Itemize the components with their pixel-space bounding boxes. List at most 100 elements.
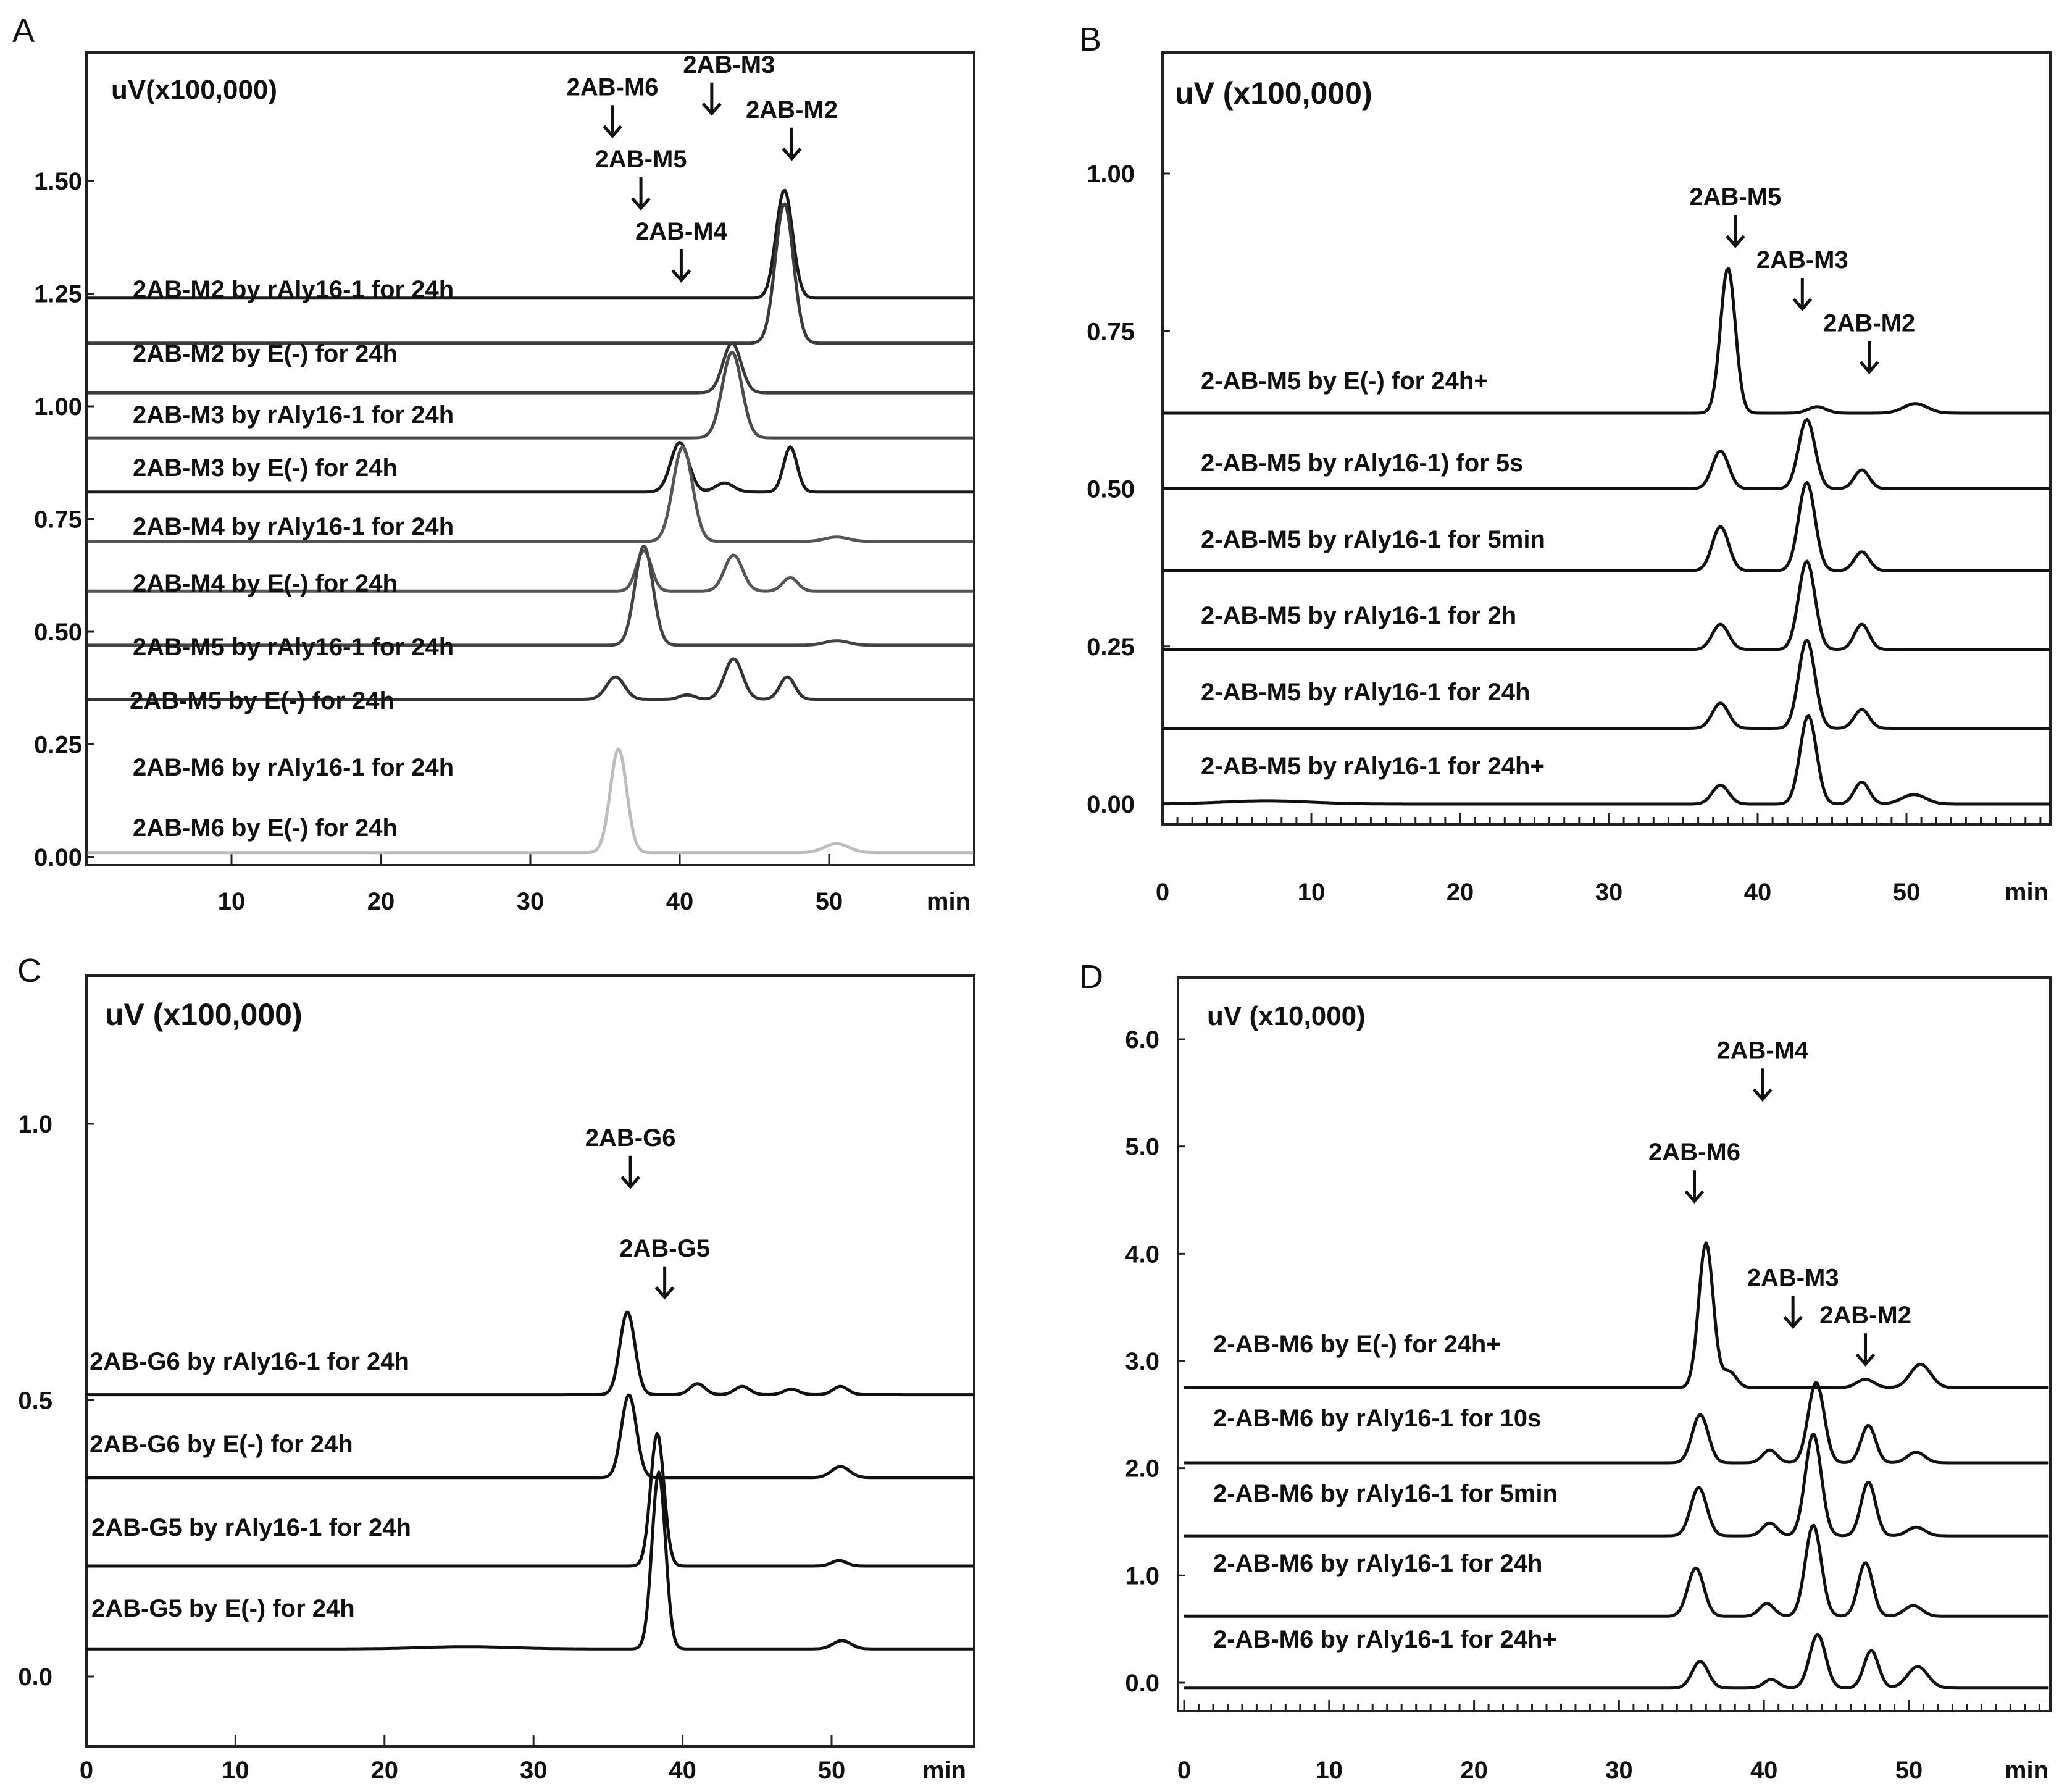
arrow-head [671,269,691,283]
x-tick-label: 40 [666,888,694,915]
trace-line [87,188,974,300]
y-tick-label: 0.0 [18,1664,52,1691]
x-tick-label: 50 [816,888,843,915]
x-axis-label: min [2005,1757,2048,1784]
arrow-head [1792,298,1813,311]
trace-label: 2AB-M4 by rAly16-1 for 24h [133,513,454,540]
y-tick-label: 0.00 [1087,791,1135,818]
trace-label: 2AB-M3 by E(-) for 24h [133,454,398,482]
x-axis-label: min [922,1757,966,1784]
peak-label: 2AB-M4 [1716,1037,1809,1064]
y-unit-label: uV (x10,000) [1207,1001,1366,1031]
trace-line [86,1393,974,1480]
y-tick-label: 3.0 [1125,1348,1159,1375]
x-axis-label: min [2005,879,2048,906]
trace-label: 2AB-M4 by E(-) for 24h [133,570,398,597]
x-tick-label: 20 [371,1757,399,1784]
x-tick-label: 20 [1447,879,1474,906]
x-tick-label: 20 [367,888,395,915]
y-tick-labels: 0.0 0.5 1.0 [18,1111,52,1691]
trace-label: 2-AB-M6 by rAly16-1 for 10s [1213,1405,1541,1432]
y-tick-label: 6.0 [1125,1026,1159,1053]
tick-marks [1178,1038,2040,1711]
trace-line [87,351,974,440]
y-tick-label: 1.0 [18,1111,52,1138]
trace-label: 2-AB-M5 by rAly16-1 for 24h [1201,679,1530,706]
trace-line [87,549,974,593]
panel-label: D [1079,958,1103,995]
panel-a: A uV(x100,000) 0.00 0.25 0.50 0.75 1.00 … [12,12,975,915]
x-tick-label: 50 [818,1757,846,1784]
peak-annotations: 2AB-M6 2AB-M5 2AB-M4 2AB-M3 2AB-M2 [567,51,838,283]
chromatogram-traces [1162,267,2050,806]
arrow-head [1752,1088,1773,1102]
y-tick-label: 0.5 [18,1388,52,1415]
panel-c: C uV (x100,000) 0.0 0.5 1.0 0 10 20 30 4… [17,952,975,1784]
trace-label: 2-AB-M6 by rAly16-1 for 24h+ [1213,1626,1557,1653]
trace-label: 2-AB-M5 by rAly16-1) for 5s [1201,450,1523,477]
y-tick-label: 0.00 [34,844,82,871]
peak-label: 2AB-M4 [635,218,728,245]
peak-label: 2AB-M5 [1689,183,1781,211]
plot-frame [1177,976,2052,1712]
trace-label: 2AB-M6 by E(-) for 24h [133,814,398,842]
tick-marks [1161,172,2042,824]
y-tick-label: 1.0 [1125,1562,1159,1589]
trace-label: 2AB-G6 by E(-) for 24h [90,1431,353,1458]
peak-label: 2AB-M6 [1648,1139,1740,1166]
peak-label: 2AB-M2 [1819,1302,1911,1329]
trace-line [87,747,974,855]
trace-line [1184,1381,2049,1465]
arrow-head [782,148,802,161]
y-tick-labels: 0.00 0.25 0.50 0.75 1.00 1.25 1.50 [34,168,82,871]
trace-line [1163,267,2050,415]
x-tick-label: 0 [1177,1757,1191,1784]
trace-label: 2-AB-M5 by E(-) for 24h+ [1201,367,1489,395]
trace-line [1162,714,2050,806]
peak-label: 2AB-M3 [1756,246,1848,274]
trace-line [86,1310,974,1397]
y-tick-label: 0.0 [1125,1670,1159,1697]
x-tick-label: 40 [669,1757,696,1784]
y-tick-labels: 0.0 1.0 2.0 3.0 4.0 5.0 6.0 [1125,1026,1159,1697]
peak-annotations: 2AB-G6 2AB-G5 [585,1124,710,1300]
trace-line [87,202,974,345]
trace-labels: 2AB-M2 by rAly16-1 for 24h 2AB-M2 by E(-… [130,276,454,842]
peak-annotations: 2AB-M5 2AB-M3 2AB-M2 [1689,183,1915,375]
trace-line [86,1470,974,1651]
trace-label: 2-AB-M5 by rAly16-1 for 24h+ [1201,753,1545,780]
panel-b: B uV (x100,000) 0.00 0.25 0.50 0.75 1.00… [1079,21,2052,906]
x-tick-label: 40 [1750,1757,1778,1784]
trace-label: 2AB-G6 by rAly16-1 for 24h [90,1348,409,1375]
trace-label: 2-AB-M6 by E(-) for 24h+ [1213,1331,1501,1358]
trace-label: 2AB-G5 by rAly16-1 for 24h [91,1514,411,1541]
trace-line [87,341,974,395]
y-tick-label: 2.0 [1125,1455,1159,1483]
peak-label: 2AB-M3 [683,51,775,78]
trace-line [1184,1523,2049,1618]
y-tick-label: 0.75 [34,506,82,534]
x-tick-label: 20 [1460,1757,1488,1784]
plot-frame [85,974,975,1748]
plot-frame [1161,51,2052,826]
x-tick-labels: 0 10 20 30 40 50 [1156,879,1920,906]
trace-label: 2AB-M3 by rAly16-1 for 24h [133,401,454,429]
peak-label: 2AB-M3 [1747,1264,1839,1291]
y-unit-label: uV (x100,000) [1175,76,1372,111]
panel-label: C [17,952,41,989]
x-axis-label: min [927,888,971,915]
trace-line [1163,639,2050,730]
x-tick-label: 50 [1893,879,1921,906]
trace-line [86,1431,974,1568]
peak-label: 2AB-M5 [595,146,687,173]
panel-d: D uV (x10,000) 0.0 1.0 2.0 3.0 4.0 5.0 6… [1079,958,2052,1784]
x-tick-label: 10 [222,1757,249,1784]
trace-line [1184,1433,2049,1538]
y-tick-labels: 0.00 0.25 0.50 0.75 1.00 [1087,161,1135,818]
x-tick-label: 10 [1316,1757,1343,1784]
x-tick-label: 30 [1595,879,1623,906]
arrow-head [654,1286,675,1300]
arrow-head [1783,1315,1803,1329]
x-tick-labels: 10 20 30 40 50 [218,888,843,915]
x-tick-label: 30 [517,888,545,915]
